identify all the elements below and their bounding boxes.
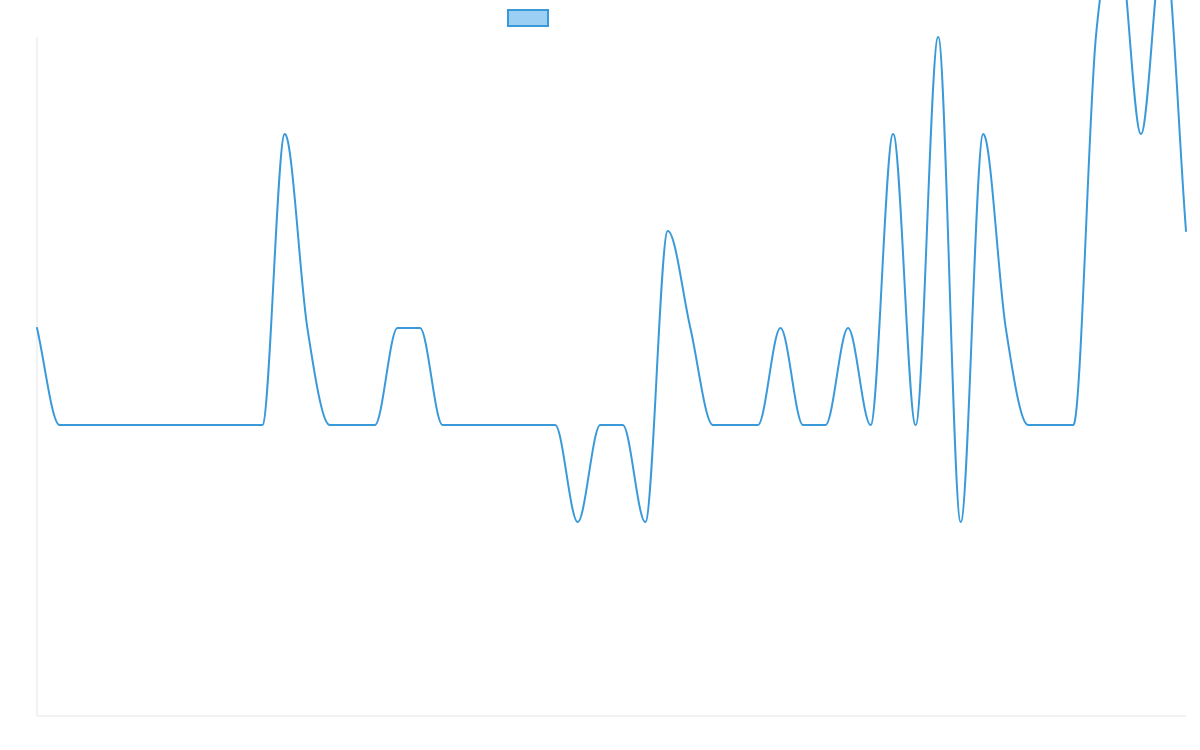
series-layer [36, 0, 1187, 523]
legend[interactable] [507, 9, 549, 27]
series-line-1 [36, 0, 1187, 523]
legend-swatch-1[interactable] [507, 9, 549, 27]
